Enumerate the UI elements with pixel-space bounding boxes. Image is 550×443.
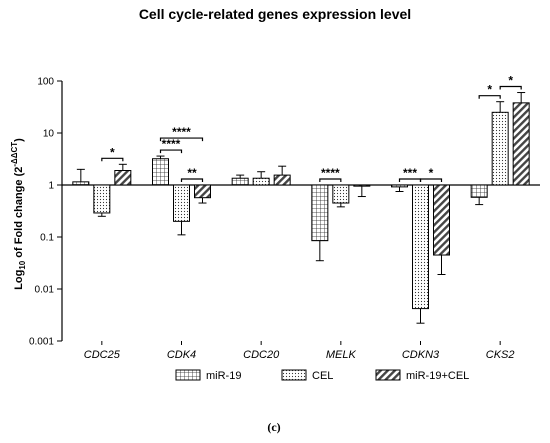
significance-label: **** — [172, 125, 191, 139]
bar — [311, 184, 329, 242]
y-tick-label: 0.01 — [35, 285, 55, 296]
bar — [512, 102, 530, 186]
significance-label: * — [508, 74, 513, 88]
y-axis-title-prefix: Log — [13, 270, 25, 290]
category-label: MELK — [326, 349, 357, 361]
y-tick-label: 1 — [48, 181, 54, 192]
significance-bracket — [478, 95, 501, 99]
significance-bracket — [159, 137, 204, 142]
significance-label: * — [487, 83, 492, 97]
legend-label: miR-19+CEL — [406, 370, 469, 382]
y-tick-label: 100 — [37, 77, 54, 88]
legend-swatch — [175, 369, 201, 381]
bar — [72, 181, 90, 186]
significance-bracket — [499, 85, 522, 90]
legend-swatch — [375, 369, 401, 381]
bar — [470, 184, 488, 198]
plot-area: 0.001 0.01 0.1 1 10 100 CDC25 CDK4 CDC20 MELK CDKN… — [29, 74, 540, 361]
panel-label: (c) — [267, 420, 280, 434]
y-tick-label: 10 — [43, 129, 55, 140]
y-tick-label: 0.1 — [40, 233, 54, 244]
y-axis-title-sup: -ΔΔCT — [10, 142, 19, 167]
bar — [412, 184, 429, 310]
category-label: CDKN3 — [402, 349, 440, 361]
legend-label: CEL — [312, 370, 333, 382]
bar — [391, 184, 408, 188]
bar — [491, 111, 509, 186]
bar — [152, 158, 169, 186]
y-axis-title: Log10 of Fold change (2-ΔΔCT) — [10, 138, 27, 290]
legend-label: miR-19 — [206, 370, 241, 382]
significance-label: *** — [403, 166, 417, 180]
bar — [353, 184, 371, 187]
category-label: CDC20 — [243, 349, 280, 361]
category-label: CDK4 — [167, 349, 196, 361]
y-tick-label: 0.001 — [29, 337, 54, 348]
significance-bracket — [419, 178, 443, 182]
significance-label: **** — [162, 137, 181, 151]
significance-bracket — [180, 178, 204, 182]
bar — [252, 177, 270, 186]
significance-bracket — [319, 178, 342, 182]
bar — [114, 170, 132, 186]
significance-bracket — [159, 149, 183, 154]
bar — [332, 184, 350, 204]
bar — [433, 184, 450, 256]
significance-bracket — [101, 157, 124, 162]
bar — [273, 174, 291, 186]
significance-label: * — [110, 145, 115, 159]
chart-title: Cell cycle-related genes expression leve… — [139, 6, 411, 22]
bar — [93, 184, 111, 214]
bar — [194, 184, 211, 199]
category-label: CKS2 — [486, 349, 515, 361]
bar — [231, 177, 249, 186]
y-axis-title-sub: 10 — [18, 260, 27, 269]
legend: miR-19 CEL miR-19+CEL — [175, 369, 469, 382]
legend-swatch — [281, 369, 307, 381]
y-axis-title-suffix: ) — [13, 138, 25, 142]
significance-label: **** — [321, 166, 340, 180]
bar — [173, 184, 190, 222]
category-label: CDC25 — [84, 349, 121, 361]
significance-label: ** — [187, 166, 197, 180]
significance-label: * — [429, 166, 434, 180]
y-axis-title-middle: of Fold change (2 — [13, 167, 25, 261]
